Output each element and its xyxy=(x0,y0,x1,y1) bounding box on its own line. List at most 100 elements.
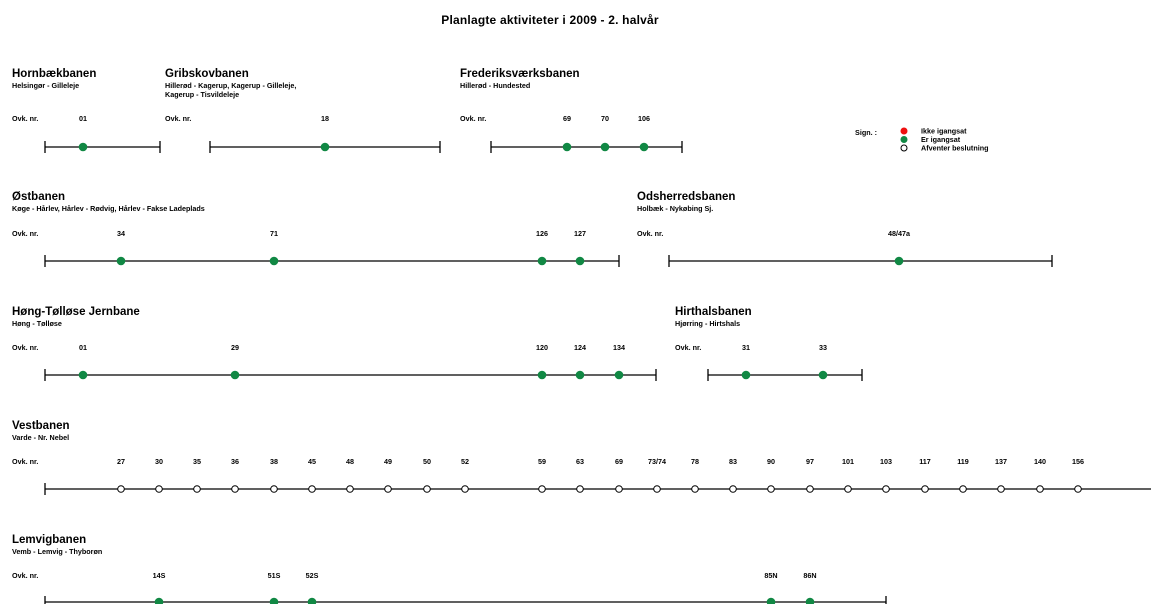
legend-item-text: Afventer beslutning xyxy=(921,144,989,153)
crossing-number: 59 xyxy=(538,457,546,466)
legend-marker-afventer xyxy=(900,144,908,152)
crossing-number: 34 xyxy=(117,229,125,238)
crossing-marker-afventer xyxy=(155,485,163,493)
crossing-number: 83 xyxy=(729,457,737,466)
ovk-label: Ovk. nr. xyxy=(460,114,486,123)
crossing-number: 124 xyxy=(574,343,586,352)
crossing-marker-afventer xyxy=(959,485,967,493)
crossing-marker-er xyxy=(269,256,279,266)
crossing-number: 51S xyxy=(268,571,281,580)
crossing-number: 156 xyxy=(1072,457,1084,466)
crossing-marker-afventer xyxy=(729,485,737,493)
crossing-number: 33 xyxy=(819,343,827,352)
crossing-marker-afventer xyxy=(384,485,392,493)
crossing-number: 63 xyxy=(576,457,584,466)
line-name: Høng-Tølløse Jernbane xyxy=(12,306,140,318)
ovk-label: Ovk. nr. xyxy=(12,229,38,238)
crossing-number: 36 xyxy=(231,457,239,466)
crossing-number: 49 xyxy=(384,457,392,466)
crossing-marker-er xyxy=(537,370,547,380)
crossing-number: 120 xyxy=(536,343,548,352)
crossing-marker-er xyxy=(575,256,585,266)
crossing-number: 35 xyxy=(193,457,201,466)
crossing-marker-afventer xyxy=(117,485,125,493)
crossing-number: 69 xyxy=(615,457,623,466)
crossing-marker-er xyxy=(766,597,776,604)
crossing-marker-afventer xyxy=(231,485,239,493)
line-subtitle: Høng - Tølløse xyxy=(12,319,62,328)
line-name: Gribskovbanen xyxy=(165,68,249,80)
crossing-number: 01 xyxy=(79,114,87,123)
crossing-number: 86N xyxy=(803,571,816,580)
crossing-number: 134 xyxy=(613,343,625,352)
line-name: Østbanen xyxy=(12,191,65,203)
legend-marker-er xyxy=(900,136,908,143)
line-subtitle: Vemb - Lemvig - Thyborøn xyxy=(12,547,102,556)
line-subtitle: Kagerup - Tisvildeleje xyxy=(165,90,239,99)
legend-item-text: Ikke igangsat xyxy=(921,127,967,136)
crossing-number: 97 xyxy=(806,457,814,466)
legend-label: Sign. : xyxy=(855,128,877,137)
crossing-marker-er xyxy=(320,142,330,152)
line-subtitle: Helsingør - Gilleleje xyxy=(12,81,79,90)
crossing-number: 126 xyxy=(536,229,548,238)
crossing-number: 31 xyxy=(742,343,750,352)
crossing-marker-er xyxy=(575,370,585,380)
crossing-marker-er xyxy=(818,370,828,380)
crossing-number: 45 xyxy=(308,457,316,466)
crossing-number: 85N xyxy=(764,571,777,580)
crossing-marker-afventer xyxy=(423,485,431,493)
ovk-label: Ovk. nr. xyxy=(12,114,38,123)
crossing-marker-er xyxy=(741,370,751,380)
crossing-number: 18 xyxy=(321,114,329,123)
crossing-marker-afventer xyxy=(882,485,890,493)
crossing-number: 52 xyxy=(461,457,469,466)
crossing-number: 78 xyxy=(691,457,699,466)
crossing-marker-afventer xyxy=(193,485,201,493)
crossing-marker-er xyxy=(600,142,610,152)
crossing-number: 140 xyxy=(1034,457,1046,466)
crossing-number: 106 xyxy=(638,114,650,123)
line-name: Odsherredsbanen xyxy=(637,191,735,203)
crossing-marker-afventer xyxy=(844,485,852,493)
crossing-number: 38 xyxy=(270,457,278,466)
crossing-marker-afventer xyxy=(653,485,661,493)
line-name: Frederiksværksbanen xyxy=(460,68,580,80)
crossing-marker-afventer xyxy=(997,485,1005,493)
crossing-marker-er xyxy=(116,256,126,266)
crossing-marker-er xyxy=(562,142,572,152)
line-subtitle: Hjørring - Hirtshals xyxy=(675,319,740,328)
line-subtitle: Hillerød - Kagerup, Kagerup - Gilleleje, xyxy=(165,81,296,90)
crossing-marker-afventer xyxy=(767,485,775,493)
crossing-number: 117 xyxy=(919,457,931,466)
crossing-number: 14S xyxy=(153,571,166,580)
crossing-marker-afventer xyxy=(1074,485,1082,493)
crossing-number: 48/47a xyxy=(888,229,911,238)
crossing-marker-er xyxy=(307,597,317,604)
line-name: Lemvigbanen xyxy=(12,534,86,546)
crossing-number: 52S xyxy=(306,571,319,580)
crossing-marker-afventer xyxy=(461,485,469,493)
crossing-marker-afventer xyxy=(270,485,278,493)
crossing-number: 73/74 xyxy=(648,457,666,466)
crossing-marker-er xyxy=(805,597,815,604)
crossing-number: 01 xyxy=(79,343,87,352)
line-subtitle: Varde - Nr. Nebel xyxy=(12,433,69,442)
line-subtitle: Køge - Hårlev, Hårlev - Rødvig, Hårlev -… xyxy=(12,204,205,213)
crossing-number: 90 xyxy=(767,457,775,466)
line-subtitle: Holbæk - Nykøbing Sj. xyxy=(637,204,713,213)
crossing-marker-er xyxy=(230,370,240,380)
crossing-number: 101 xyxy=(842,457,854,466)
crossing-marker-afventer xyxy=(538,485,546,493)
crossing-number: 119 xyxy=(957,457,969,466)
crossing-number: 29 xyxy=(231,343,239,352)
page-title: Planlagte aktiviteter i 2009 - 2. halvår xyxy=(441,13,659,27)
crossing-marker-er xyxy=(78,370,88,380)
